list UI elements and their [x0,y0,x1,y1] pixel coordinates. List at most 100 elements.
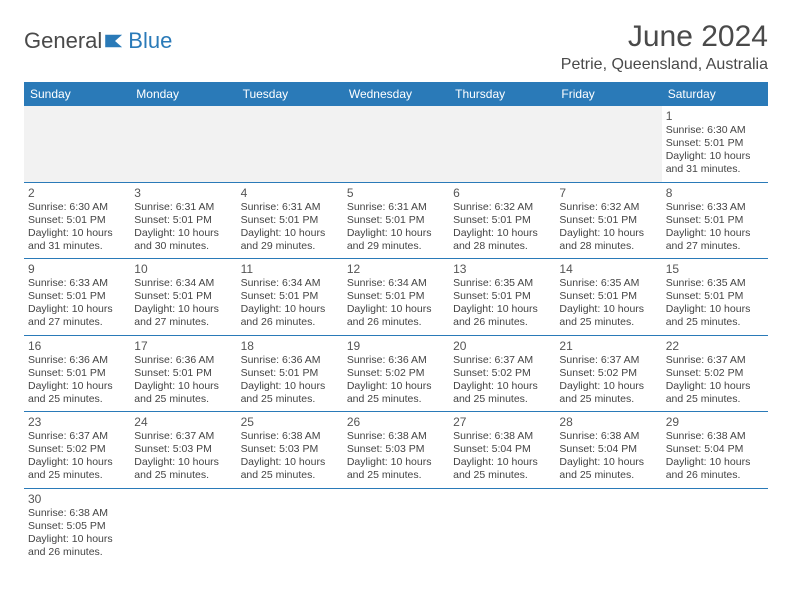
sunrise-text: Sunrise: 6:38 AM [666,430,764,443]
day-number: 10 [134,262,232,276]
calendar-cell: 8Sunrise: 6:33 AMSunset: 5:01 PMDaylight… [662,182,768,259]
daylight-line1: Daylight: 10 hours [666,456,764,469]
daylight-line2: and 25 minutes. [347,393,445,406]
calendar-cell: 14Sunrise: 6:35 AMSunset: 5:01 PMDayligh… [555,259,661,336]
sunrise-text: Sunrise: 6:34 AM [347,277,445,290]
sunset-text: Sunset: 5:01 PM [453,214,551,227]
calendar-cell: 10Sunrise: 6:34 AMSunset: 5:01 PMDayligh… [130,259,236,336]
calendar-cell: 19Sunrise: 6:36 AMSunset: 5:02 PMDayligh… [343,335,449,412]
sunset-text: Sunset: 5:01 PM [134,214,232,227]
daylight-line2: and 27 minutes. [134,316,232,329]
sunset-text: Sunset: 5:01 PM [453,290,551,303]
sunrise-text: Sunrise: 6:35 AM [559,277,657,290]
sunrise-text: Sunrise: 6:31 AM [241,201,339,214]
calendar-cell: 16Sunrise: 6:36 AMSunset: 5:01 PMDayligh… [24,335,130,412]
calendar-cell: 23Sunrise: 6:37 AMSunset: 5:02 PMDayligh… [24,412,130,489]
daylight-line2: and 25 minutes. [559,469,657,482]
daylight-line1: Daylight: 10 hours [241,456,339,469]
sunset-text: Sunset: 5:02 PM [559,367,657,380]
day-number: 25 [241,415,339,429]
sunset-text: Sunset: 5:04 PM [666,443,764,456]
calendar-week-row: 2Sunrise: 6:30 AMSunset: 5:01 PMDaylight… [24,182,768,259]
calendar-cell: 26Sunrise: 6:38 AMSunset: 5:03 PMDayligh… [343,412,449,489]
calendar-cell [130,106,236,182]
daylight-line2: and 25 minutes. [28,469,126,482]
title-block: June 2024 Petrie, Queensland, Australia [561,20,768,74]
calendar-cell: 6Sunrise: 6:32 AMSunset: 5:01 PMDaylight… [449,182,555,259]
sunrise-text: Sunrise: 6:33 AM [28,277,126,290]
sunset-text: Sunset: 5:01 PM [666,214,764,227]
sunrise-text: Sunrise: 6:38 AM [453,430,551,443]
calendar-cell: 2Sunrise: 6:30 AMSunset: 5:01 PMDaylight… [24,182,130,259]
day-header-friday: Friday [555,82,661,106]
sunset-text: Sunset: 5:02 PM [666,367,764,380]
daylight-line1: Daylight: 10 hours [559,456,657,469]
sunrise-text: Sunrise: 6:37 AM [453,354,551,367]
sunset-text: Sunset: 5:02 PM [347,367,445,380]
calendar-cell: 9Sunrise: 6:33 AMSunset: 5:01 PMDaylight… [24,259,130,336]
daylight-line2: and 31 minutes. [28,240,126,253]
daylight-line2: and 25 minutes. [241,469,339,482]
calendar-week-row: 23Sunrise: 6:37 AMSunset: 5:02 PMDayligh… [24,412,768,489]
calendar-cell [449,106,555,182]
calendar-cell: 5Sunrise: 6:31 AMSunset: 5:01 PMDaylight… [343,182,449,259]
daylight-line2: and 29 minutes. [241,240,339,253]
sunset-text: Sunset: 5:01 PM [241,367,339,380]
sunset-text: Sunset: 5:05 PM [28,520,126,533]
calendar-cell: 24Sunrise: 6:37 AMSunset: 5:03 PMDayligh… [130,412,236,489]
daylight-line1: Daylight: 10 hours [28,533,126,546]
sunrise-text: Sunrise: 6:36 AM [134,354,232,367]
day-number: 7 [559,186,657,200]
daylight-line1: Daylight: 10 hours [134,303,232,316]
calendar-cell: 21Sunrise: 6:37 AMSunset: 5:02 PMDayligh… [555,335,661,412]
calendar-cell [555,106,661,182]
daylight-line1: Daylight: 10 hours [453,303,551,316]
day-number: 14 [559,262,657,276]
daylight-line2: and 25 minutes. [453,393,551,406]
sunrise-text: Sunrise: 6:37 AM [559,354,657,367]
daylight-line1: Daylight: 10 hours [28,456,126,469]
sunset-text: Sunset: 5:01 PM [241,214,339,227]
daylight-line2: and 26 minutes. [453,316,551,329]
sunset-text: Sunset: 5:04 PM [559,443,657,456]
daylight-line2: and 28 minutes. [453,240,551,253]
sunrise-text: Sunrise: 6:36 AM [28,354,126,367]
calendar-cell [449,488,555,564]
daylight-line1: Daylight: 10 hours [453,227,551,240]
day-number: 2 [28,186,126,200]
calendar-cell: 7Sunrise: 6:32 AMSunset: 5:01 PMDaylight… [555,182,661,259]
calendar-cell [24,106,130,182]
sunset-text: Sunset: 5:01 PM [28,214,126,227]
day-number: 12 [347,262,445,276]
calendar-week-row: 16Sunrise: 6:36 AMSunset: 5:01 PMDayligh… [24,335,768,412]
daylight-line2: and 31 minutes. [666,163,764,176]
day-number: 28 [559,415,657,429]
sunset-text: Sunset: 5:02 PM [453,367,551,380]
daylight-line1: Daylight: 10 hours [134,456,232,469]
daylight-line2: and 25 minutes. [134,393,232,406]
sunrise-text: Sunrise: 6:37 AM [666,354,764,367]
calendar-cell [662,488,768,564]
calendar-cell: 28Sunrise: 6:38 AMSunset: 5:04 PMDayligh… [555,412,661,489]
header: General Blue June 2024 Petrie, Queenslan… [24,20,768,74]
daylight-line2: and 30 minutes. [134,240,232,253]
sunset-text: Sunset: 5:01 PM [28,290,126,303]
sunset-text: Sunset: 5:01 PM [559,214,657,227]
sunrise-text: Sunrise: 6:38 AM [559,430,657,443]
calendar-cell: 22Sunrise: 6:37 AMSunset: 5:02 PMDayligh… [662,335,768,412]
sunset-text: Sunset: 5:01 PM [134,290,232,303]
calendar-cell [343,106,449,182]
daylight-line1: Daylight: 10 hours [28,380,126,393]
sunset-text: Sunset: 5:03 PM [347,443,445,456]
calendar-cell: 12Sunrise: 6:34 AMSunset: 5:01 PMDayligh… [343,259,449,336]
day-number: 30 [28,492,126,506]
daylight-line2: and 25 minutes. [28,393,126,406]
calendar-week-row: 9Sunrise: 6:33 AMSunset: 5:01 PMDaylight… [24,259,768,336]
daylight-line2: and 25 minutes. [559,393,657,406]
sunrise-text: Sunrise: 6:31 AM [347,201,445,214]
day-header-wednesday: Wednesday [343,82,449,106]
daylight-line2: and 26 minutes. [666,469,764,482]
daylight-line1: Daylight: 10 hours [559,303,657,316]
sunrise-text: Sunrise: 6:38 AM [241,430,339,443]
day-number: 9 [28,262,126,276]
